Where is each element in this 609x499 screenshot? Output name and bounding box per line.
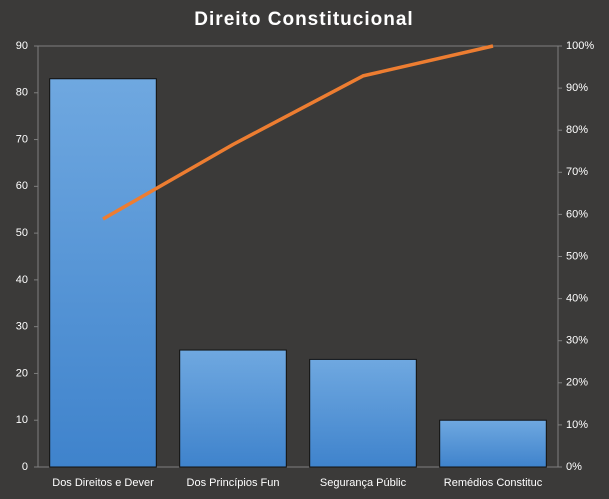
y-tick-label: 80: [16, 87, 28, 99]
y-tick-label: 20: [16, 367, 28, 379]
y-tick-label: 30: [16, 321, 28, 333]
x-tick-label: Dos Direitos e Dever: [52, 477, 154, 489]
y2-tick-label: 90%: [566, 82, 588, 94]
y-tick-label: 10: [16, 414, 28, 426]
y2-tick-label: 50%: [566, 250, 588, 262]
x-tick-label: Remédios Constituc: [444, 477, 543, 489]
bar: [439, 419, 547, 468]
y2-tick-label: 0%: [566, 461, 582, 473]
y-tick-label: 40: [16, 274, 28, 286]
y-tick-label: 70: [16, 133, 28, 145]
y-tick-label: 50: [16, 227, 28, 239]
y2-tick-label: 60%: [566, 208, 588, 220]
bar: [49, 78, 157, 468]
y-tick-label: 60: [16, 180, 28, 192]
y2-tick-label: 10%: [566, 419, 588, 431]
x-tick-label: Segurança Públic: [320, 477, 407, 489]
y-tick-label: 90: [16, 40, 28, 52]
y-tick-label: 0: [22, 461, 28, 473]
cumulative-line: [102, 44, 494, 221]
bar: [309, 358, 417, 468]
x-tick-label: Dos Princípios Fun: [187, 477, 280, 489]
bar: [179, 349, 287, 468]
y2-tick-label: 100%: [566, 40, 594, 52]
y2-tick-label: 40%: [566, 293, 588, 305]
y2-tick-label: 20%: [566, 377, 588, 389]
chart-title: Direito Constitucional: [194, 9, 413, 30]
y2-tick-label: 30%: [566, 335, 588, 347]
y2-tick-label: 80%: [566, 124, 588, 136]
y2-tick-label: 70%: [566, 166, 588, 178]
